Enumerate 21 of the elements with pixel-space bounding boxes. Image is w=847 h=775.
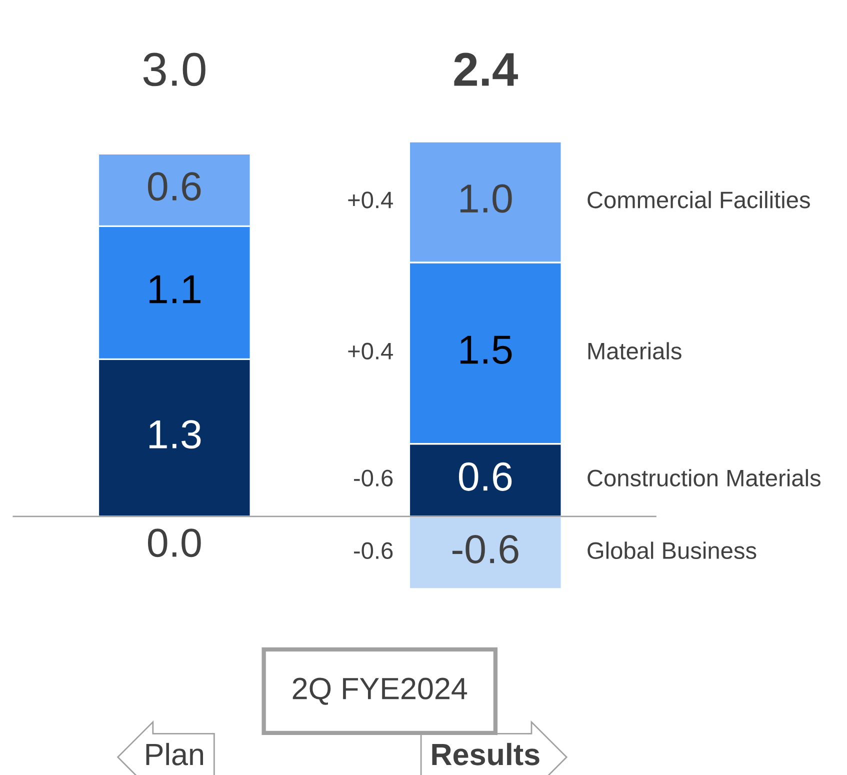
data-label: 0.6 — [148, 172, 201, 201]
x-tick-label: Results — [432, 742, 540, 766]
total-label: 3.0 — [143, 52, 206, 86]
annotation: -0.6 — [354, 470, 393, 486]
data-label: -0.6 — [452, 534, 518, 564]
series-label: Construction Materials — [588, 469, 820, 486]
x-tick-label: Plan — [146, 742, 204, 766]
series-label: Materials — [588, 342, 682, 360]
annotation: +0.4 — [348, 342, 393, 360]
data-label: 1.3 — [149, 420, 201, 449]
total-label: 2.4 — [454, 52, 518, 86]
annotation: -0.6 — [354, 542, 393, 560]
series-label: Global Business — [588, 542, 756, 560]
annotation: 0.0 — [148, 528, 201, 558]
data-label: 1.1 — [149, 275, 200, 304]
data-label: 1.5 — [460, 336, 512, 364]
data-label: 1.0 — [460, 184, 512, 213]
x-axis-title: 2Q FYE2024 — [292, 678, 468, 705]
annotation: +0.4 — [348, 192, 393, 208]
data-label: 0.6 — [458, 462, 512, 491]
series-label: Commercial Facilities — [588, 190, 810, 208]
